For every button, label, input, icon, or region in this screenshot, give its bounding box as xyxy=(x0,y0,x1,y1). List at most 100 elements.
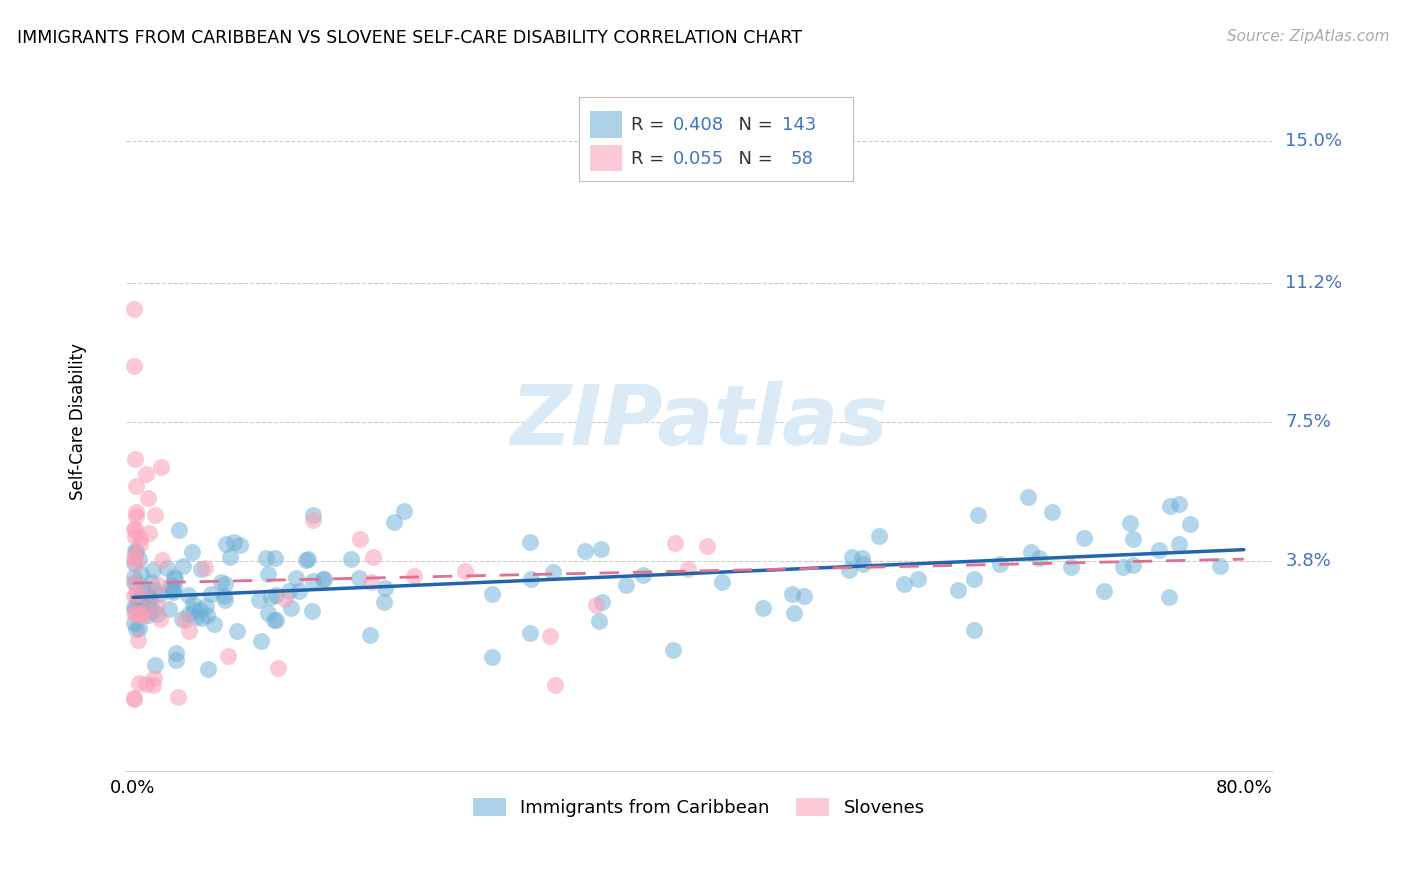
Point xyxy=(1028,550,1050,565)
Point xyxy=(145,508,167,522)
Point xyxy=(157,602,180,616)
Point xyxy=(138,593,160,607)
Point xyxy=(780,587,803,601)
Point xyxy=(127,633,149,648)
Point xyxy=(124,575,146,590)
Point xyxy=(128,552,150,566)
Point xyxy=(132,582,155,597)
Point xyxy=(454,564,477,578)
Point xyxy=(224,535,246,549)
Point xyxy=(170,612,193,626)
Point xyxy=(135,677,157,691)
Point xyxy=(295,552,318,566)
Point xyxy=(177,607,200,621)
Point xyxy=(662,642,685,657)
Point xyxy=(273,591,295,606)
Point xyxy=(124,556,146,570)
Point xyxy=(155,560,177,574)
Point xyxy=(541,566,564,580)
Point xyxy=(1122,533,1144,547)
Point xyxy=(256,607,278,621)
Text: 3.8%: 3.8% xyxy=(1285,551,1331,570)
Point xyxy=(264,588,287,602)
Point xyxy=(165,572,187,586)
Point xyxy=(1119,516,1142,531)
Point xyxy=(125,622,148,636)
Point xyxy=(841,550,863,565)
Point xyxy=(481,649,503,664)
Point xyxy=(125,505,148,519)
FancyBboxPatch shape xyxy=(591,145,621,171)
Point xyxy=(250,634,273,648)
Point xyxy=(124,599,146,614)
Point xyxy=(349,571,371,585)
Point xyxy=(1122,558,1144,572)
Point xyxy=(124,530,146,544)
Point xyxy=(124,549,146,563)
Point xyxy=(142,678,165,692)
Point xyxy=(166,646,188,660)
FancyBboxPatch shape xyxy=(591,112,621,138)
Point xyxy=(124,556,146,570)
Point xyxy=(264,613,287,627)
Point xyxy=(340,552,363,566)
Text: IMMIGRANTS FROM CARIBBEAN VS SLOVENE SELF-CARE DISABILITY CORRELATION CHART: IMMIGRANTS FROM CARIBBEAN VS SLOVENE SEL… xyxy=(17,29,801,46)
Point xyxy=(247,593,270,607)
Point xyxy=(124,543,146,558)
Point xyxy=(136,588,159,602)
FancyBboxPatch shape xyxy=(578,97,853,181)
Point xyxy=(392,504,415,518)
Point xyxy=(277,583,299,598)
Point xyxy=(172,559,194,574)
Text: Self-Care Disability: Self-Care Disability xyxy=(69,343,87,500)
Point xyxy=(374,581,396,595)
Point xyxy=(128,598,150,612)
Point xyxy=(1017,490,1039,504)
Point xyxy=(124,550,146,565)
Point xyxy=(143,657,166,672)
Text: N =: N = xyxy=(727,150,779,168)
Point xyxy=(136,607,159,622)
Text: 0.408: 0.408 xyxy=(672,116,724,135)
Point xyxy=(150,553,173,567)
Point xyxy=(404,568,426,582)
Text: 11.2%: 11.2% xyxy=(1285,274,1343,292)
Text: R =: R = xyxy=(631,150,671,168)
Point xyxy=(129,531,152,545)
Point xyxy=(124,606,146,620)
Point xyxy=(125,591,148,606)
Point xyxy=(963,623,986,637)
Point xyxy=(124,690,146,705)
Point xyxy=(664,536,686,550)
Text: 0.055: 0.055 xyxy=(672,150,724,168)
Point xyxy=(149,612,172,626)
Point xyxy=(190,562,212,576)
Point xyxy=(128,621,150,635)
Point xyxy=(149,587,172,601)
Point xyxy=(191,611,214,625)
Point xyxy=(1092,583,1115,598)
Point xyxy=(591,541,613,556)
Text: N =: N = xyxy=(727,116,779,135)
Point xyxy=(614,578,637,592)
Point xyxy=(263,613,285,627)
Point xyxy=(194,561,217,575)
Point xyxy=(520,572,543,586)
Point xyxy=(585,598,607,612)
Point xyxy=(124,452,146,467)
Point xyxy=(519,535,541,549)
Point xyxy=(1059,560,1081,574)
Point xyxy=(544,678,567,692)
Point xyxy=(267,661,290,675)
Point xyxy=(124,359,146,373)
Point xyxy=(538,629,561,643)
Point xyxy=(134,599,156,614)
Point xyxy=(349,532,371,546)
Point xyxy=(229,538,252,552)
Point xyxy=(676,561,699,575)
Point xyxy=(852,557,875,571)
Point xyxy=(167,690,190,705)
Point xyxy=(138,526,160,541)
Point xyxy=(301,508,323,522)
Point xyxy=(124,574,146,589)
